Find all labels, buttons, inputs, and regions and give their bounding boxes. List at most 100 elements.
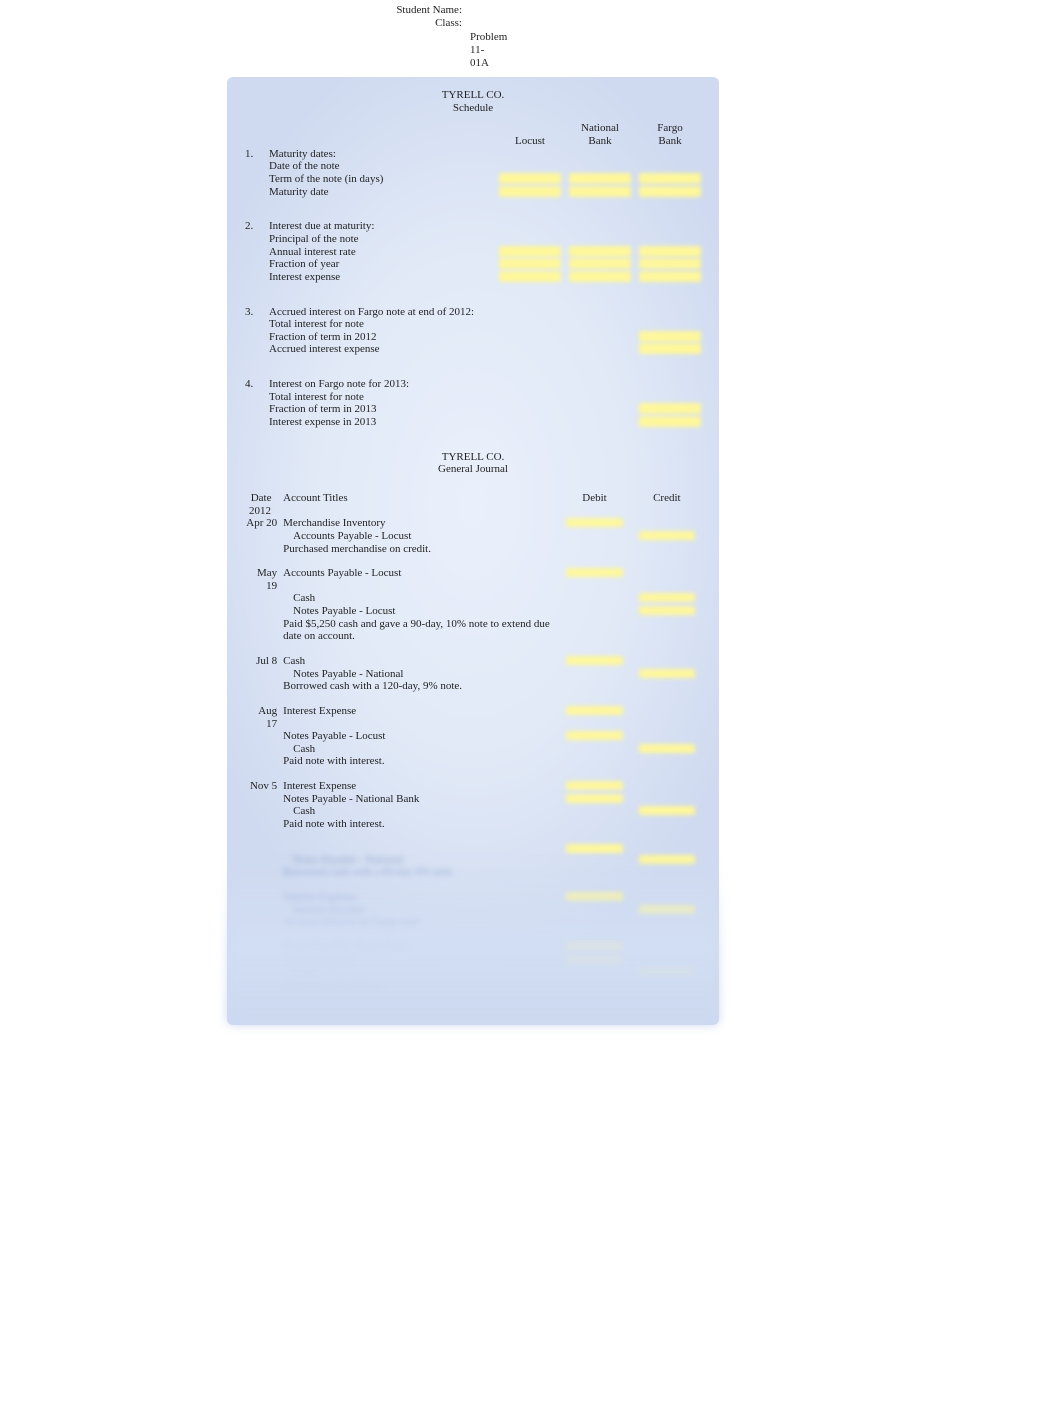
- hl-cell: [639, 606, 695, 615]
- gj-account-title: Paid note with interest.: [281, 818, 558, 831]
- sect-1-num: 1.: [243, 148, 267, 161]
- gj-account-title: Accounts Payable - Locust: [281, 530, 558, 543]
- general-journal-table: Date Account Titles Debit Credit 2012 Ap…: [243, 492, 703, 1004]
- gj-debit-cell: [558, 954, 630, 967]
- hl-cell: [639, 905, 695, 914]
- hl-cell: [639, 967, 695, 976]
- hl-cell: [566, 892, 622, 901]
- s2-row-2: Fraction of year: [267, 258, 495, 271]
- gj-debit-cell: [558, 705, 630, 730]
- gj-credit-cell: [631, 517, 703, 530]
- gj-date: Jul 8: [243, 655, 281, 668]
- hl-cell: [639, 744, 695, 753]
- hl-cell: [499, 258, 561, 269]
- gj-date: [243, 730, 281, 743]
- gj-credit-cell: [631, 818, 703, 831]
- gj-date: [243, 805, 281, 818]
- gj-account-title: Merchandise Inventory: [281, 517, 558, 530]
- hl-cell: [569, 271, 631, 282]
- company-name: TYRELL CO.: [243, 89, 703, 102]
- gj-account-title: Interest Expense: [281, 954, 558, 967]
- gj-date: Apr 20: [243, 517, 281, 530]
- gj-date: [243, 866, 281, 879]
- hl-cell: [639, 343, 701, 354]
- gj-debit-cell: [558, 567, 630, 592]
- gj-account-title: Notes Payable - National: [281, 668, 558, 681]
- gj-debit-cell: [558, 854, 630, 867]
- gj-year: 2012: [243, 505, 281, 518]
- gj-date: [243, 818, 281, 831]
- s3-row-2: Accrued interest expense: [267, 343, 495, 356]
- hl-cell: [566, 731, 622, 740]
- schedule-label: Schedule: [243, 102, 703, 115]
- gj-account-title: Interest Expense: [281, 891, 558, 904]
- hl-cell: [639, 531, 695, 540]
- sect-1-title: Maturity dates:: [267, 148, 495, 161]
- gj-credit-cell: [631, 705, 703, 730]
- gj-account-title: Cash: [281, 655, 558, 668]
- gj-date: [243, 680, 281, 693]
- gj-date: [243, 954, 281, 967]
- hl-cell: [566, 706, 622, 715]
- sect-3-title: Accrued interest on Fargo note at end of…: [267, 306, 495, 319]
- gj-debit-cell: [558, 618, 630, 643]
- gj-date: [243, 618, 281, 643]
- s1-row-2: Maturity date: [267, 186, 495, 199]
- gj-account-title: Purchased merchandise on credit.: [281, 543, 558, 556]
- student-name-label: Student Name:: [0, 4, 462, 17]
- gj-account-title: Cash: [281, 805, 558, 818]
- gj-debit-cell: [558, 805, 630, 818]
- hl-cell: [499, 173, 561, 184]
- gj-account-title: Interest Expense: [281, 780, 558, 793]
- gj-date: Nov 5: [243, 780, 281, 793]
- gj-date: [243, 979, 281, 992]
- hl-cell: [639, 416, 701, 427]
- gj-credit-cell: [631, 605, 703, 618]
- gj-credit-cell: [631, 904, 703, 917]
- gj-debit-cell: [558, 843, 630, 854]
- gj-credit-cell: [631, 592, 703, 605]
- gj-debit-cell: [558, 780, 630, 793]
- gj-credit-cell: [631, 780, 703, 793]
- gj-date: [243, 592, 281, 605]
- gj-debit-cell: [558, 680, 630, 693]
- col-locust: Locust: [495, 135, 565, 148]
- s2-row-1: Annual interest rate: [267, 246, 495, 259]
- gj-credit-cell: [631, 854, 703, 867]
- gj-account-title: Borrowed cash with a 120-day, 9% note.: [281, 680, 558, 693]
- gj-credit-cell: [631, 954, 703, 967]
- gj-hdr-date: Date: [243, 492, 281, 505]
- gj-account-title: Cash: [281, 592, 558, 605]
- hl-cell: [566, 568, 622, 577]
- gj-date: [243, 854, 281, 867]
- hl-cell: [569, 258, 631, 269]
- class-label: Class:: [0, 17, 462, 30]
- sect-3-num: 3.: [243, 306, 267, 319]
- schedule-table: National Fargo Locust Bank Bank 1. Matur…: [243, 122, 705, 428]
- gj-date: [243, 941, 281, 954]
- gj-debit-cell: [558, 818, 630, 831]
- col-national-l2: Bank: [565, 135, 635, 148]
- gj-credit-cell: [631, 966, 703, 979]
- gj-credit-cell: [631, 755, 703, 768]
- gj-date: [243, 793, 281, 806]
- hl-cell: [639, 258, 701, 269]
- sect-4-num: 4.: [243, 378, 267, 391]
- gj-date: [243, 530, 281, 543]
- s3-row-1: Fraction of term in 2012: [267, 331, 495, 344]
- gj-date: [243, 755, 281, 768]
- gj-debit-cell: [558, 517, 630, 530]
- hl-cell: [639, 186, 701, 197]
- gj-account-title: Accrued interest on Fargo note.: [281, 916, 558, 929]
- gj-credit-cell: [631, 866, 703, 879]
- gj-account-title: Notes Payable - National: [281, 854, 558, 867]
- hl-cell: [499, 271, 561, 282]
- gj-account-title: Notes Payable - National Bank: [281, 793, 558, 806]
- gj-credit-cell: [631, 730, 703, 743]
- gj-credit-cell: [631, 793, 703, 806]
- gj-date: May 19: [243, 567, 281, 592]
- s4-row-2: Interest expense in 2013: [267, 416, 495, 429]
- gj-debit-cell: [558, 916, 630, 929]
- gj-debit-cell: [558, 668, 630, 681]
- gj-debit-cell: [558, 904, 630, 917]
